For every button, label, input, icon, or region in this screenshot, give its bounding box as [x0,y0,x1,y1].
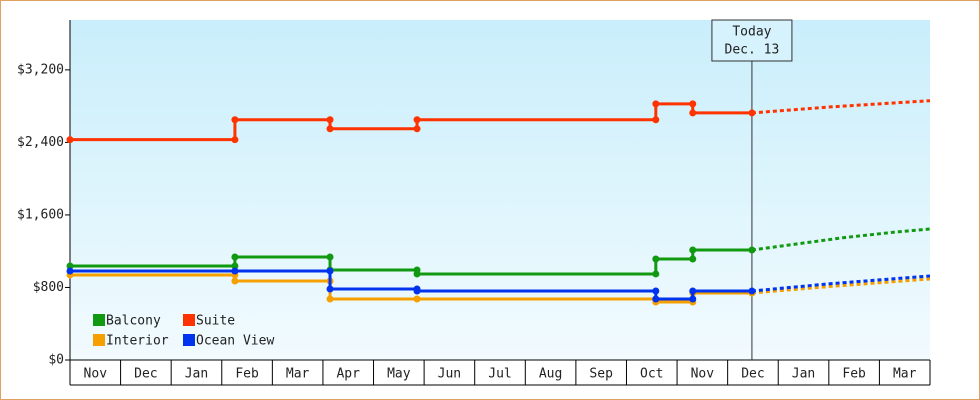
y-tick-label: $800 [33,280,64,295]
price-point [413,287,421,295]
price-point [413,295,421,303]
price-point [689,100,697,108]
price-point [66,262,74,270]
x-tick-label: Nov [691,367,715,382]
price-point [326,295,334,303]
price-point [652,287,660,295]
price-point [689,295,697,303]
price-point [231,277,239,285]
price-point [231,262,239,270]
forecast-line [751,277,931,295]
price-point [326,285,334,293]
price-point [231,253,239,261]
x-tick-label: Jan [185,367,208,382]
legend-swatch [93,314,105,326]
x-tick-label: Apr [336,367,360,382]
x-tick-label: Oct [640,367,663,382]
x-tick-label: Mar [286,367,310,382]
price-point [413,270,421,278]
x-tick-label: Dec [741,367,764,382]
x-tick-label: Mar [893,367,917,382]
y-tick-label: $1,600 [17,207,64,222]
price-point [66,136,74,144]
price-point [689,255,697,263]
legend-label: Interior [106,334,169,349]
x-tick-label: Nov [84,367,108,382]
price-point [66,267,74,275]
price-point [326,116,334,124]
price-point [748,109,756,117]
price-point [652,255,660,263]
x-tick-label: Sep [589,367,613,382]
price-point [652,295,660,303]
forecast-line [751,274,931,293]
today-label: Today [732,25,771,40]
y-tick-label: $0 [48,353,64,368]
legend-swatch [93,334,105,346]
legend-label: Balcony [106,314,161,329]
plot-area [70,20,930,360]
price-point [689,287,697,295]
price-point [748,287,756,295]
price-point [326,125,334,133]
price-point [652,116,660,124]
today-box [711,19,793,62]
price-point [413,125,421,133]
legend-swatch [183,334,195,346]
x-tick-label: Jun [438,367,461,382]
today-date: Dec. 13 [725,43,780,58]
price-point [689,246,697,254]
x-tick-label: May [387,367,411,382]
y-tick-label: $2,400 [17,135,64,150]
legend-swatch [183,314,195,326]
price-point [652,100,660,108]
x-tick-label: Jan [792,367,815,382]
price-point [413,116,421,124]
price-point [652,270,660,278]
forecast-line [751,227,931,252]
price-point [231,116,239,124]
x-tick-label: Dec [134,367,157,382]
price-point [231,267,239,275]
price-point [689,109,697,117]
price-point [748,246,756,254]
price-point [326,253,334,261]
forecast-line [751,99,931,115]
price-point [231,136,239,144]
price-point [326,267,334,275]
y-tick-label: $3,200 [17,62,64,77]
legend-label: Suite [196,314,235,329]
x-tick-label: Feb [842,367,866,382]
x-tick-label: Feb [235,367,259,382]
legend-label: Ocean View [196,334,274,349]
x-tick-label: Aug [539,367,562,382]
x-tick-label: Jul [488,367,511,382]
